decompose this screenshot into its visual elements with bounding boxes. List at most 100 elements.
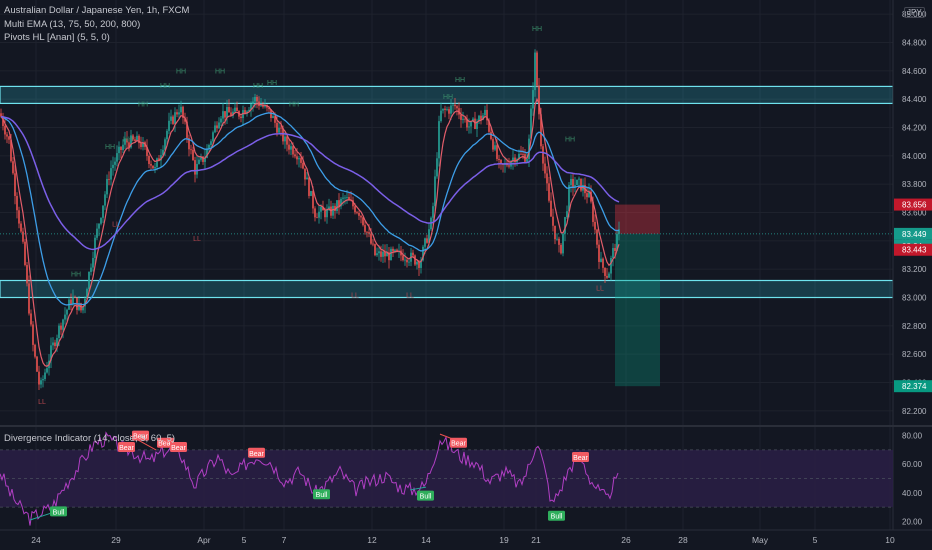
candle-body [252, 101, 254, 105]
candle-body [82, 306, 84, 311]
candle-body [512, 157, 514, 162]
candle-body [592, 201, 594, 222]
candle-body [384, 251, 386, 257]
candle-body [606, 275, 608, 278]
candle-body [222, 111, 224, 119]
candle-body [300, 158, 302, 163]
candle-body [482, 115, 484, 120]
candle-body [234, 107, 236, 112]
pivot-label: HH [565, 137, 575, 144]
candle-body [440, 110, 442, 122]
divergence-indicator-label[interactable]: Divergence Indicator (14, close, 5, 60, … [4, 433, 176, 444]
ema-13-line [0, 97, 620, 367]
candle-body [388, 252, 390, 261]
candle-body [338, 200, 340, 207]
candle-body [294, 154, 296, 157]
candle-body [308, 177, 310, 196]
pivot-label: LL [406, 293, 414, 300]
candle-body [226, 107, 228, 118]
candle-body [240, 116, 242, 119]
candle-body [272, 116, 274, 118]
candle-body [572, 178, 574, 188]
candle-body [508, 165, 510, 167]
support-resistance-zone [0, 279, 894, 299]
candle-body [72, 296, 74, 305]
candle-body [170, 116, 172, 121]
candle-body [214, 125, 216, 133]
candle-body [476, 121, 478, 129]
candle-body [604, 267, 606, 276]
bull-signal-label: Bull [551, 514, 563, 521]
current-price-tag: 83.449 [902, 230, 927, 239]
candle-body [472, 118, 474, 122]
candle-body [498, 158, 500, 160]
stop-loss-zone [615, 204, 660, 234]
candle-body [392, 248, 394, 252]
candle-body [232, 111, 234, 116]
candle-body [346, 197, 348, 198]
candle-body [446, 109, 448, 110]
current-price-tag-background [894, 227, 932, 240]
candle-body [530, 108, 532, 139]
candle-body [250, 104, 252, 110]
candle-body [576, 179, 578, 186]
bear-signal-badge [118, 442, 135, 453]
bear-signal-label: Bear [119, 445, 134, 452]
candle-body [394, 249, 396, 252]
pivot-label: HH [267, 80, 277, 87]
candle-body [186, 121, 188, 139]
pivots-indicator-label[interactable]: Pivots HL [Anan] (5, 5, 0) [4, 32, 110, 43]
candle-body [608, 273, 610, 278]
take-profit-zone [615, 233, 660, 387]
candle-body [262, 105, 264, 107]
candle-body [94, 237, 96, 258]
candle-body [420, 260, 422, 268]
candle-body [470, 121, 472, 127]
candle-body [198, 159, 200, 164]
candle-body [402, 255, 404, 261]
symbol-title[interactable]: Australian Dollar / Japanese Yen, 1h, FX… [4, 5, 190, 16]
candle-body [596, 229, 598, 245]
candle-body [286, 136, 288, 145]
candle-body [352, 200, 354, 207]
candle-body [116, 153, 118, 162]
bear-signal-label: Bear [451, 441, 466, 448]
x-tick-label: 12 [367, 535, 377, 545]
x-tick-label: 24 [31, 535, 41, 545]
candle-body [564, 217, 566, 234]
candle-body [484, 109, 486, 116]
candle-body [296, 156, 298, 160]
candle-body [424, 238, 426, 247]
candle-body [188, 138, 190, 150]
candle-body [284, 136, 286, 142]
pivot-label: HH [215, 69, 225, 76]
y-tick-label: 82.200 [902, 407, 927, 416]
pivot-label: LL [193, 236, 201, 243]
candle-body [244, 110, 246, 114]
candle-body [518, 153, 520, 160]
candle-body [396, 249, 398, 252]
y-tick-label: 84.800 [902, 39, 927, 48]
price-axis-background [893, 0, 932, 550]
candle-body [158, 158, 160, 161]
candle-body [340, 198, 342, 207]
pivot-label: LL [38, 399, 46, 406]
candle-body [618, 229, 620, 234]
ema-indicator-label[interactable]: Multi EMA (13, 75, 50, 200, 800) [4, 19, 141, 30]
candle-body [248, 109, 250, 112]
candle-body [332, 205, 334, 216]
candle-body [578, 178, 580, 180]
candle-body [166, 130, 168, 140]
candle-body [414, 255, 416, 265]
candle-body [38, 371, 40, 385]
candle-body [132, 135, 134, 140]
candle-body [282, 128, 284, 142]
candle-body [64, 314, 66, 320]
candle-body [8, 136, 10, 140]
pivot-label: HH [289, 101, 299, 108]
candle-body [160, 155, 162, 161]
candle-body [180, 106, 182, 113]
candle-body [348, 197, 350, 200]
candle-body [154, 166, 156, 169]
